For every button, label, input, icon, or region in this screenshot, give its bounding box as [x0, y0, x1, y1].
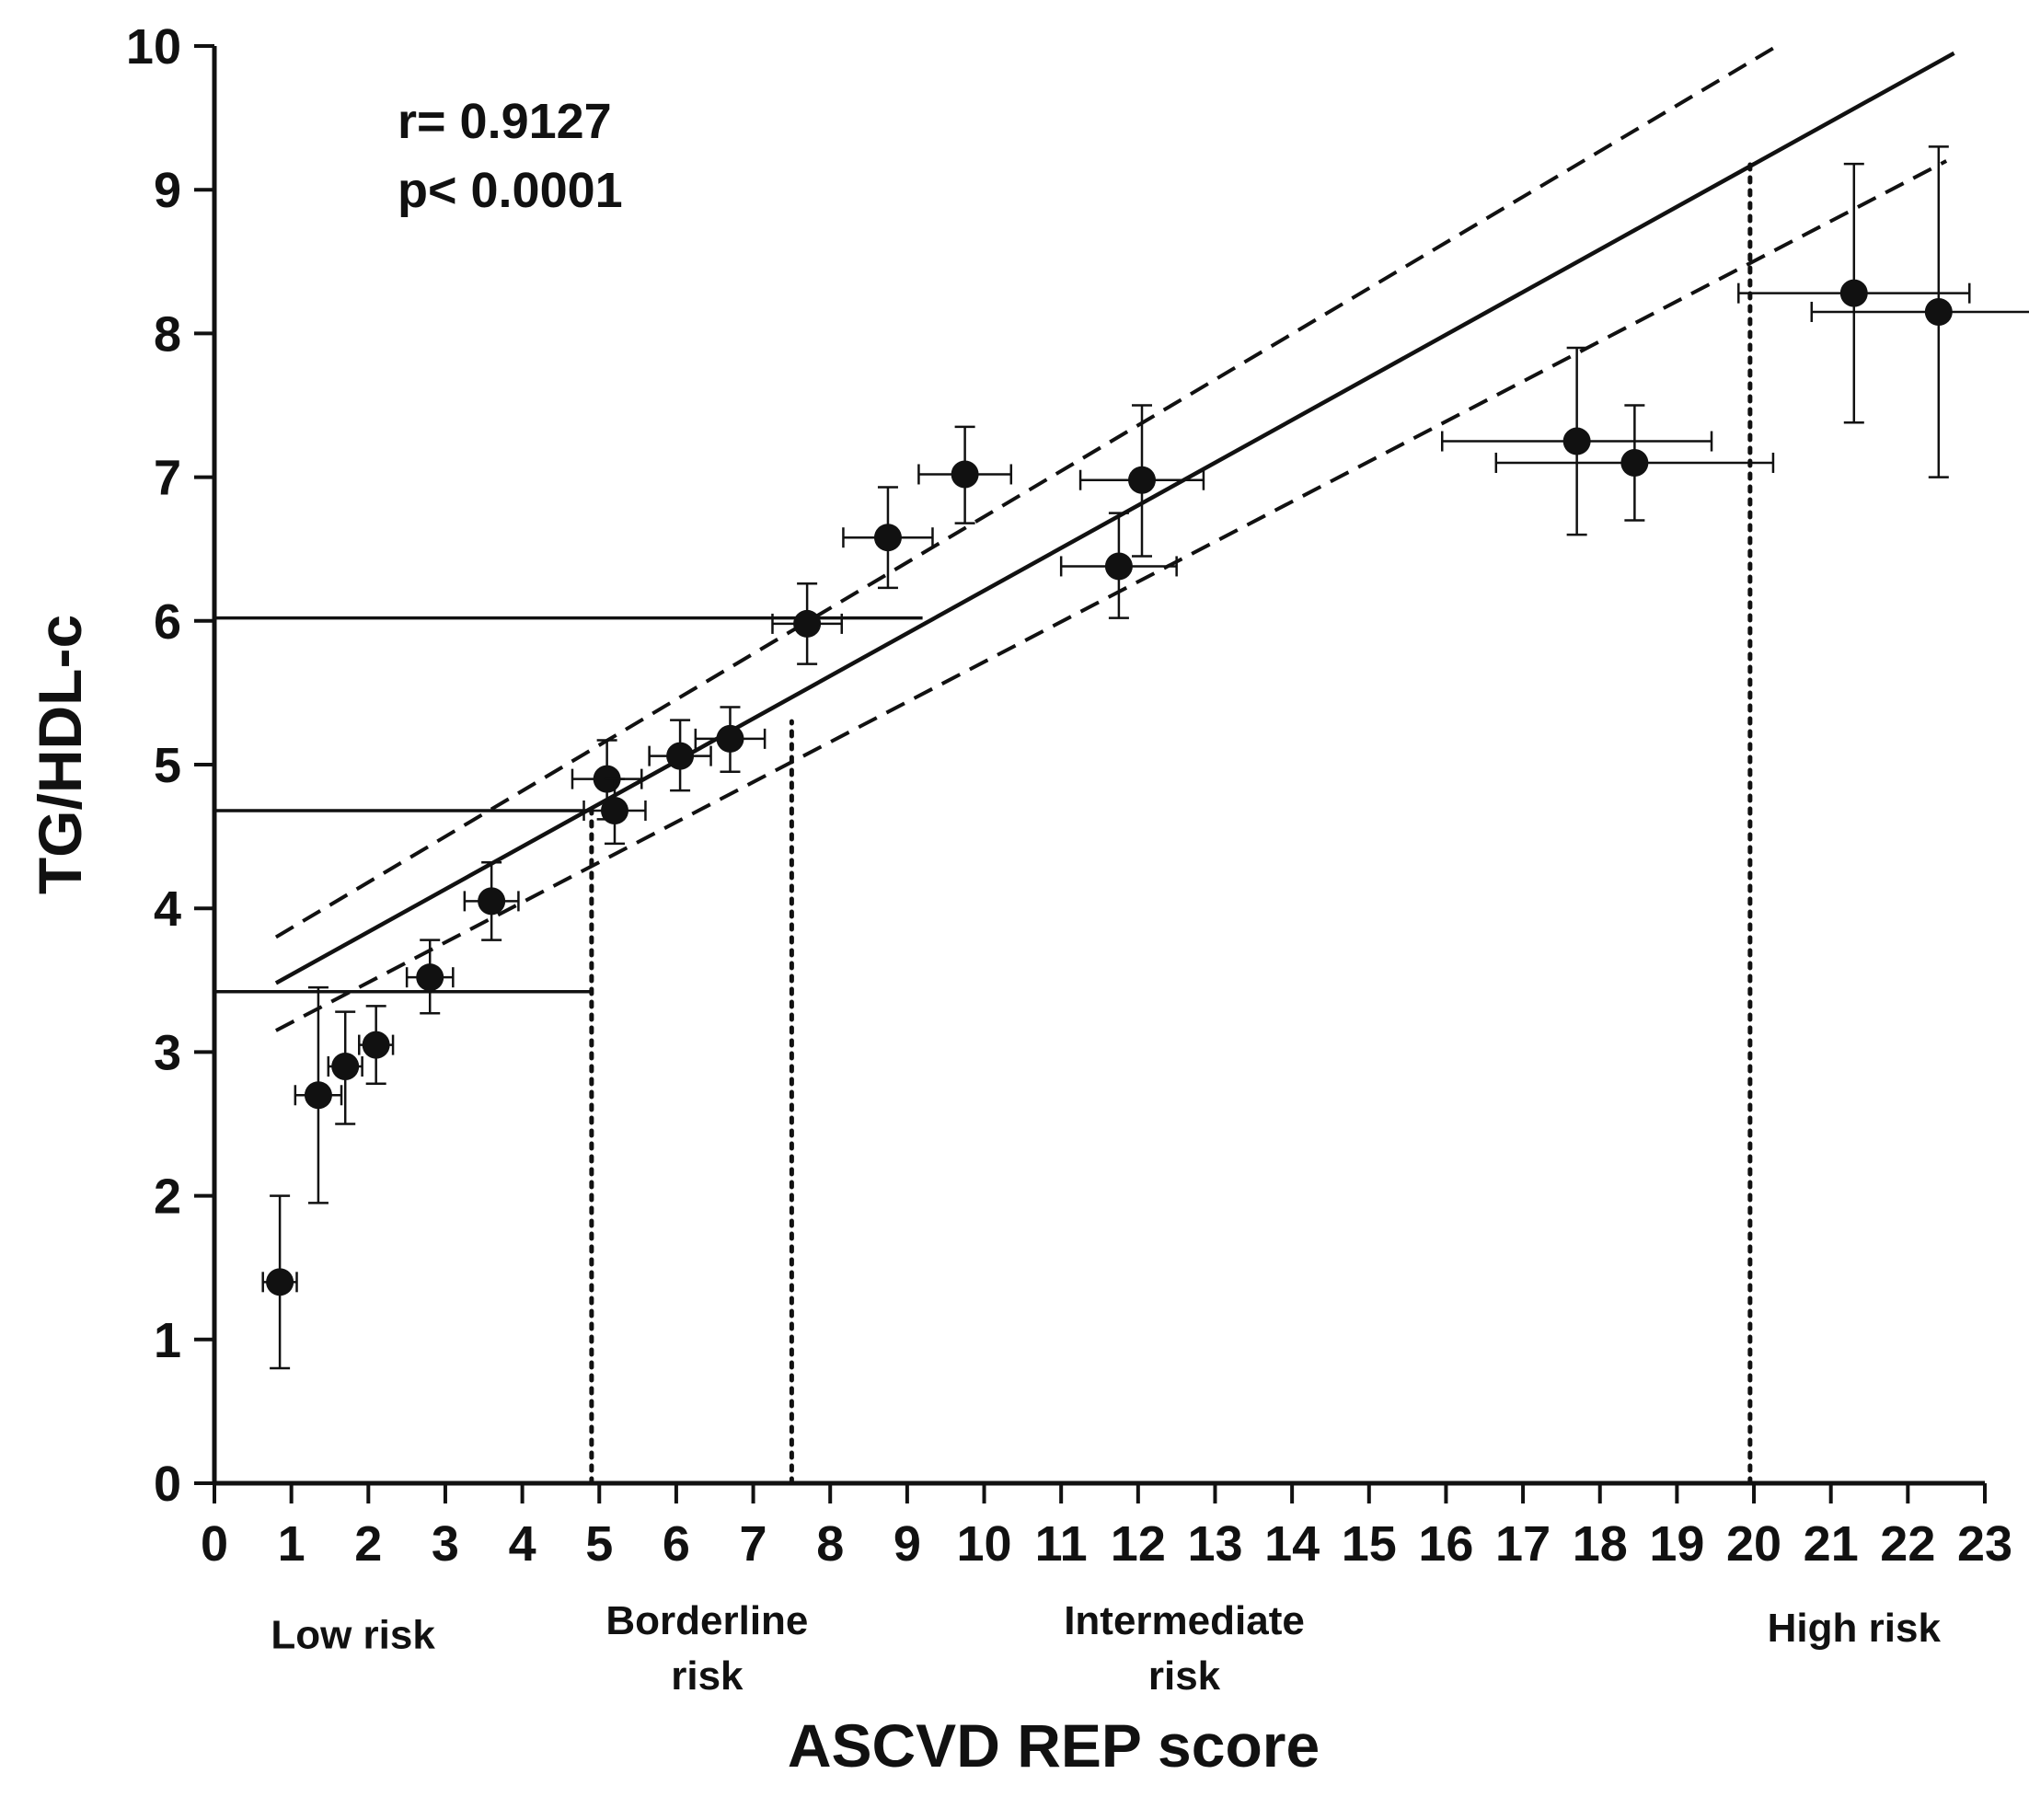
- x-tick-label: 19: [1649, 1516, 1704, 1572]
- data-point-group: [358, 1005, 395, 1086]
- x-tick-label: 4: [509, 1516, 536, 1572]
- x-tick-label: 22: [1880, 1516, 1935, 1572]
- x-tick-label: 14: [1264, 1516, 1320, 1572]
- data-point: [666, 742, 695, 770]
- y-tick-label: 4: [154, 881, 181, 937]
- risk-category-line: risk: [671, 1653, 744, 1699]
- regression-fit-line: [274, 51, 1955, 985]
- data-point-group: [1059, 512, 1178, 619]
- y-tick-label: 5: [154, 738, 181, 793]
- risk-category-line: Borderline: [605, 1598, 808, 1643]
- x-tick-label: 23: [1957, 1516, 2012, 1572]
- y-axis-title: TG/HDL-c: [26, 615, 94, 894]
- data-point: [793, 609, 822, 638]
- data-point-group: [1078, 404, 1205, 558]
- y-tick-label: 2: [154, 1169, 181, 1225]
- x-tick-label: 9: [893, 1516, 921, 1572]
- data-point: [362, 1031, 390, 1059]
- data-point: [1562, 427, 1591, 455]
- risk-category-label: Intermediate risk: [1064, 1598, 1305, 1699]
- data-point: [1128, 466, 1157, 494]
- y-tick-label: 3: [154, 1025, 181, 1080]
- x-tick-label: 3: [432, 1516, 459, 1572]
- x-axis-title: ASCVD REP score: [788, 1711, 1320, 1780]
- x-tick-label: 17: [1495, 1516, 1551, 1572]
- y-tick-label: 10: [126, 19, 181, 75]
- data-points: [261, 145, 2029, 1370]
- data-point-group: [917, 425, 1013, 524]
- risk-category-line: High risk: [1768, 1606, 1942, 1651]
- y-tick-label: 1: [154, 1313, 181, 1368]
- risk-category-label: Borderline risk: [605, 1598, 808, 1699]
- data-point: [266, 1268, 294, 1296]
- data-point-group: [582, 778, 647, 846]
- x-tick-label: 5: [585, 1516, 613, 1572]
- data-point: [1839, 279, 1868, 307]
- data-point: [873, 524, 902, 552]
- data-point-group: [327, 1010, 363, 1125]
- confidence-upper-line: [274, 44, 1779, 939]
- x-tick-label: 0: [201, 1516, 228, 1572]
- x-tick-label: 16: [1418, 1516, 1473, 1572]
- y-axis-ticks: 0 1 2 3 4 5 6 7 8 9 10: [126, 19, 214, 1512]
- p-value-label: p< 0.0001: [398, 163, 623, 218]
- data-point-group: [1441, 346, 1713, 536]
- data-point: [951, 460, 979, 489]
- threshold-lines: [214, 616, 923, 994]
- data-point-group: [1494, 404, 1775, 522]
- data-point-group: [1810, 145, 2029, 478]
- x-tick-label: 11: [1035, 1516, 1088, 1572]
- y-tick-label: 8: [154, 306, 181, 362]
- risk-category-line: risk: [1148, 1653, 1221, 1699]
- x-axis-ticks: 0 1 2 3 4 5 6 7 8 9 10 11 12 13 14 15 16 17 18 19 20 21 22 23: [201, 1483, 2012, 1572]
- data-point-group: [405, 939, 455, 1015]
- y-tick-label: 7: [154, 451, 181, 506]
- data-point-group: [1737, 162, 1971, 424]
- y-tick-label: 9: [154, 163, 181, 218]
- data-point-group: [694, 706, 767, 774]
- data-point: [331, 1053, 360, 1081]
- risk-category-line: Low risk: [271, 1613, 435, 1658]
- x-tick-label: 1: [278, 1516, 306, 1572]
- x-tick-label: 6: [663, 1516, 690, 1572]
- risk-category-label: High risk: [1768, 1606, 1942, 1651]
- x-tick-label: 12: [1111, 1516, 1166, 1572]
- x-tick-label: 2: [354, 1516, 382, 1572]
- x-tick-label: 20: [1726, 1516, 1781, 1572]
- data-point: [716, 724, 744, 753]
- data-point-group: [294, 985, 343, 1204]
- category-cutoff-lines: [589, 158, 1753, 1486]
- data-point: [416, 963, 444, 992]
- y-tick-label: 0: [154, 1457, 181, 1512]
- data-point-group: [648, 719, 712, 792]
- confidence-lower-line: [274, 159, 1948, 1032]
- data-point: [478, 887, 506, 916]
- data-point: [1104, 552, 1133, 581]
- x-tick-label: 8: [816, 1516, 844, 1572]
- x-tick-label: 21: [1804, 1516, 1859, 1572]
- x-tick-label: 15: [1342, 1516, 1397, 1572]
- data-point: [600, 796, 628, 824]
- x-tick-label: 18: [1573, 1516, 1628, 1572]
- data-point: [1924, 297, 1953, 326]
- y-tick-label: 6: [154, 594, 181, 650]
- x-tick-label: 7: [740, 1516, 767, 1572]
- risk-category-labels: Low risk Borderline risk Intermediate risk Hi…: [271, 1598, 1941, 1699]
- data-point: [1620, 448, 1649, 477]
- data-point-group: [842, 486, 934, 590]
- data-point: [304, 1081, 332, 1110]
- data-point-group: [771, 582, 844, 665]
- data-point-group: [463, 860, 520, 941]
- axes: [212, 46, 1985, 1486]
- risk-category-label: Low risk: [271, 1613, 435, 1658]
- data-point-group: [261, 1194, 298, 1370]
- correlation-r-label: r= 0.9127: [398, 94, 612, 149]
- x-tick-label: 13: [1187, 1516, 1242, 1572]
- x-tick-label: 10: [956, 1516, 1011, 1572]
- regression-lines: [274, 44, 1955, 1032]
- risk-category-line: Intermediate: [1064, 1598, 1305, 1643]
